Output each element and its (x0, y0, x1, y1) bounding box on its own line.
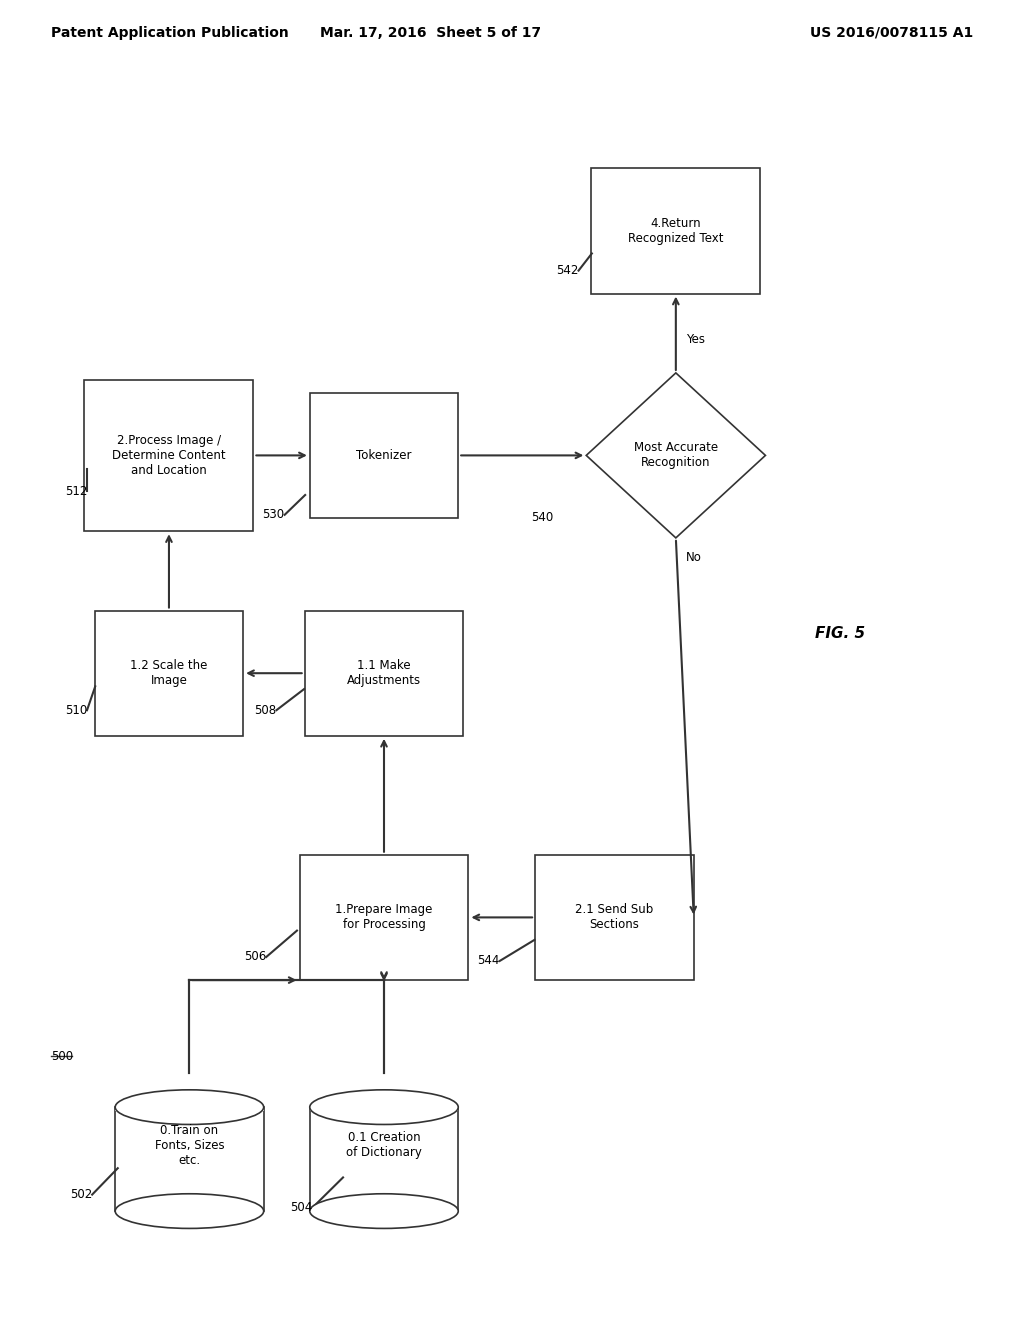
Ellipse shape (309, 1193, 459, 1229)
Text: Patent Application Publication: Patent Application Publication (51, 26, 289, 40)
Text: 502: 502 (70, 1188, 92, 1201)
Text: 4.Return
Recognized Text: 4.Return Recognized Text (628, 216, 724, 246)
Text: 504: 504 (290, 1201, 312, 1214)
FancyBboxPatch shape (299, 855, 469, 979)
Ellipse shape (115, 1090, 264, 1125)
Text: FIG. 5: FIG. 5 (815, 626, 864, 642)
Text: 2.Process Image /
Determine Content
and Location: 2.Process Image / Determine Content and … (113, 434, 225, 477)
Text: Most Accurate
Recognition: Most Accurate Recognition (634, 441, 718, 470)
Text: Tokenizer: Tokenizer (356, 449, 412, 462)
Polygon shape (586, 372, 766, 539)
Text: 0.1 Creation
of Dictionary: 0.1 Creation of Dictionary (346, 1131, 422, 1159)
Text: 542: 542 (556, 264, 579, 277)
Text: 506: 506 (244, 950, 266, 964)
Text: 510: 510 (65, 704, 87, 717)
Text: 1.2 Scale the
Image: 1.2 Scale the Image (130, 659, 208, 688)
FancyBboxPatch shape (309, 1107, 459, 1110)
Text: 500: 500 (51, 1049, 74, 1063)
Text: 2.1 Send Sub
Sections: 2.1 Send Sub Sections (575, 903, 653, 932)
FancyBboxPatch shape (115, 1107, 264, 1212)
Text: US 2016/0078115 A1: US 2016/0078115 A1 (810, 26, 973, 40)
Text: 508: 508 (254, 704, 276, 717)
Text: 530: 530 (262, 508, 285, 521)
FancyBboxPatch shape (95, 610, 244, 737)
FancyBboxPatch shape (84, 380, 254, 531)
Text: Yes: Yes (686, 334, 706, 346)
Text: 1.1 Make
Adjustments: 1.1 Make Adjustments (347, 659, 421, 688)
FancyBboxPatch shape (592, 169, 760, 294)
FancyBboxPatch shape (535, 855, 694, 979)
Text: No: No (686, 552, 702, 564)
Text: 540: 540 (530, 511, 553, 524)
Text: 0.Train on
Fonts, Sizes
etc.: 0.Train on Fonts, Sizes etc. (155, 1123, 224, 1167)
Ellipse shape (115, 1193, 264, 1229)
Text: 544: 544 (477, 954, 500, 968)
Text: Mar. 17, 2016  Sheet 5 of 17: Mar. 17, 2016 Sheet 5 of 17 (319, 26, 541, 40)
FancyBboxPatch shape (309, 1107, 459, 1212)
Text: 512: 512 (65, 484, 87, 498)
Ellipse shape (309, 1090, 459, 1125)
FancyBboxPatch shape (309, 393, 459, 517)
Text: 1.Prepare Image
for Processing: 1.Prepare Image for Processing (335, 903, 433, 932)
FancyBboxPatch shape (305, 610, 463, 737)
FancyBboxPatch shape (115, 1107, 264, 1110)
